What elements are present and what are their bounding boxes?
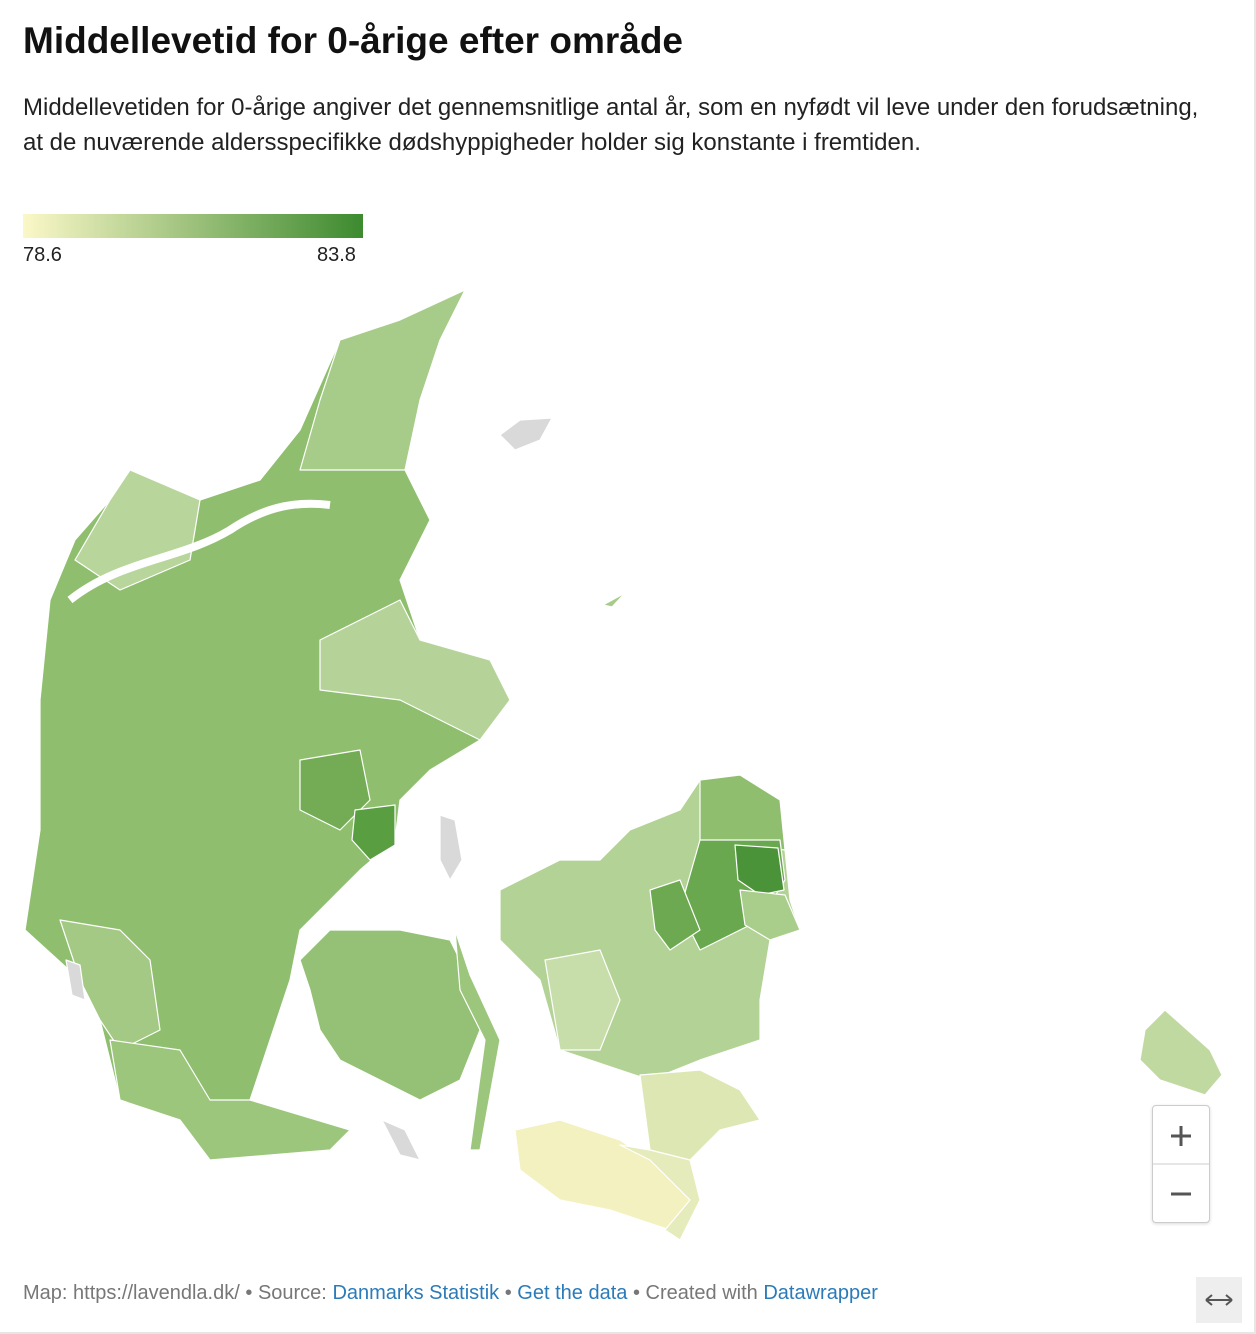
region[interactable] (1139, 1009, 1223, 1096)
legend-min: 78.6 (23, 244, 62, 266)
region[interactable] (299, 289, 466, 471)
created-label: Created with (645, 1282, 758, 1304)
region[interactable] (74, 469, 201, 591)
zoom-icons (1153, 1106, 1209, 1222)
footer: Map: https://lavendla.dk/ • Source: Danm… (23, 1282, 878, 1305)
legend-max: 83.8 (317, 244, 356, 266)
title: Middellevetid for 0-årige efter område (23, 20, 684, 61)
resize-icon (1205, 1294, 1233, 1306)
resize-button[interactable] (1196, 1277, 1242, 1323)
no-data-region (499, 417, 553, 451)
separator: • (632, 1282, 640, 1304)
datawrapper-link[interactable]: Datawrapper (763, 1282, 878, 1304)
map-credit: Map: https://lavendla.dk/ (23, 1282, 240, 1304)
zoom-in[interactable] (1153, 1106, 1209, 1164)
no-data-region (439, 814, 463, 881)
description: Middellevetiden for 0-årige angiver det … (23, 94, 1199, 156)
separator: • (504, 1282, 512, 1304)
region[interactable] (649, 879, 701, 951)
region[interactable] (639, 1069, 761, 1161)
separator: • (245, 1282, 253, 1304)
zoom-control (1152, 1105, 1210, 1223)
region[interactable] (109, 1039, 351, 1161)
region[interactable] (544, 949, 621, 1051)
no-data-region (381, 1119, 421, 1161)
region[interactable] (319, 599, 511, 741)
zoom-out[interactable] (1153, 1164, 1209, 1222)
region[interactable] (619, 1144, 701, 1241)
region[interactable] (734, 844, 785, 896)
no-data-region (602, 592, 626, 608)
map[interactable] (0, 270, 1256, 1270)
region[interactable] (299, 929, 481, 1101)
region[interactable] (454, 929, 501, 1151)
region[interactable] (351, 804, 396, 861)
source-label: Source: (257, 1282, 327, 1304)
region[interactable] (699, 774, 786, 851)
source-link[interactable]: Danmarks Statistik (332, 1282, 500, 1304)
no-data-region (65, 959, 86, 1001)
get-data-link[interactable]: Get the data (517, 1282, 628, 1304)
region[interactable] (739, 889, 801, 941)
legend-gradient (23, 214, 363, 238)
